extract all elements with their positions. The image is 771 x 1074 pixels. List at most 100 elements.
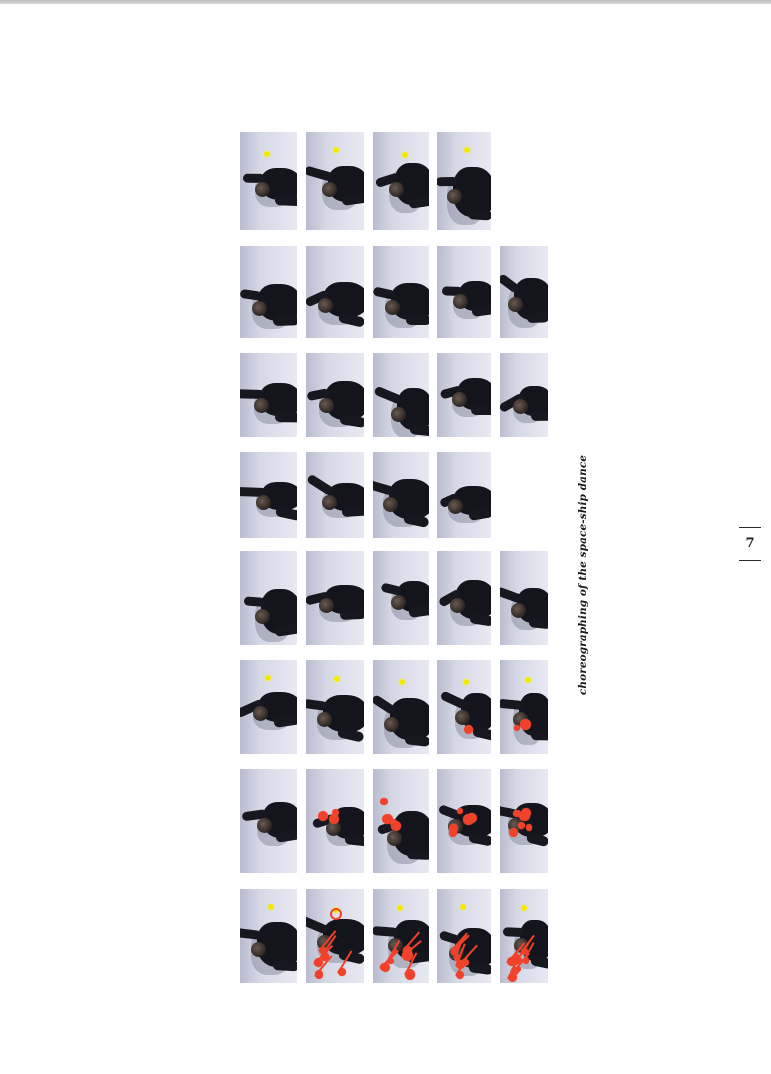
dancer-head [322, 495, 338, 511]
dancer-head [507, 296, 523, 312]
red-marker [517, 821, 526, 830]
yellow-marker [463, 147, 470, 154]
dancer-leg [341, 192, 364, 207]
dancer-leg [339, 608, 364, 620]
photo-frame [240, 551, 297, 645]
yellow-marker [462, 679, 469, 686]
red-marker [314, 958, 324, 968]
red-marker [525, 823, 533, 831]
dancer-arm [306, 165, 334, 183]
dancer-head [255, 494, 271, 510]
dancer-leg [467, 209, 491, 221]
dancer-head [390, 594, 406, 610]
photo-frame [240, 452, 297, 538]
dancer-arm [500, 585, 523, 604]
photo-frame [437, 353, 491, 437]
red-marker [515, 965, 522, 972]
red-ring-marker [330, 907, 343, 920]
red-marker [449, 824, 458, 833]
photo-frame [240, 353, 297, 437]
dancer-leg [341, 505, 364, 517]
dancer-head [391, 407, 407, 422]
photo-frame [306, 132, 364, 230]
red-marker [453, 954, 460, 961]
photo-frame [306, 452, 364, 538]
dancer-head [318, 398, 334, 414]
yellow-marker [264, 150, 271, 157]
red-marker [467, 726, 474, 734]
photo-frame [500, 660, 548, 754]
red-marker [402, 945, 412, 955]
photo-frame [306, 769, 364, 873]
photo-frame [437, 452, 491, 538]
dancer-leg [272, 960, 297, 972]
dancer-head [383, 717, 399, 733]
red-marker [519, 719, 531, 731]
red-marker [321, 952, 330, 961]
photo-frame [437, 551, 491, 645]
photo-frame [240, 132, 297, 230]
red-marker [317, 811, 328, 822]
dancer-leg [274, 195, 297, 207]
photo-frame [373, 769, 429, 873]
dancer-arm [373, 386, 404, 406]
red-marker [315, 970, 324, 979]
dancer-arm [502, 927, 525, 938]
dancer-head [451, 392, 467, 408]
photo-frame [500, 353, 548, 437]
dancer-leg [527, 312, 548, 324]
yellow-marker [402, 151, 409, 158]
red-marker [462, 814, 474, 825]
dancer-head [252, 705, 268, 721]
dancer-arm [306, 699, 328, 712]
yellow-marker [525, 677, 532, 684]
red-marker [508, 828, 518, 838]
photo-frame [500, 889, 548, 983]
dancer-arm [500, 699, 524, 711]
red-marker [456, 808, 463, 815]
dancer-head [326, 821, 342, 837]
caption-text: choreographing of the space-ship dance [577, 454, 589, 696]
red-marker [456, 970, 465, 979]
yellow-marker [333, 675, 340, 682]
dancer-head [386, 831, 402, 847]
red-marker [338, 968, 347, 977]
dancer-arm [373, 286, 397, 300]
photo-frame [437, 889, 491, 983]
yellow-marker [265, 674, 272, 681]
photo-frame [240, 889, 297, 983]
photo-frame [437, 132, 491, 230]
dancer-head [454, 710, 470, 726]
dancer-head [448, 499, 464, 515]
red-marker [461, 958, 470, 967]
photo-frame [373, 660, 429, 754]
red-marker [521, 948, 529, 956]
red-marker [513, 810, 521, 818]
red-marker [510, 953, 522, 965]
dancer-head [447, 189, 463, 205]
photo-frame [240, 660, 297, 754]
photo-frame [373, 452, 429, 538]
photo-frame [240, 246, 297, 338]
red-marker [328, 813, 340, 825]
dancer-arm [306, 473, 335, 497]
dancer-leg [274, 623, 297, 638]
dancer-leg [470, 404, 491, 415]
photo-frame [306, 551, 364, 645]
yellow-marker [399, 678, 406, 685]
dancer-arm [373, 479, 395, 497]
dancer-leg [405, 314, 429, 325]
red-marker [510, 967, 519, 976]
photo-frame [437, 246, 491, 338]
photo-frame [500, 769, 548, 873]
photo-frame [500, 246, 548, 338]
photo-frame [437, 769, 491, 873]
dancer-head [513, 399, 529, 415]
dancer-head [385, 300, 401, 316]
yellow-marker [396, 905, 403, 912]
photo-frame [306, 889, 364, 983]
dancer-arm [439, 690, 467, 710]
dancer-arm [437, 176, 458, 186]
yellow-marker [333, 147, 340, 154]
